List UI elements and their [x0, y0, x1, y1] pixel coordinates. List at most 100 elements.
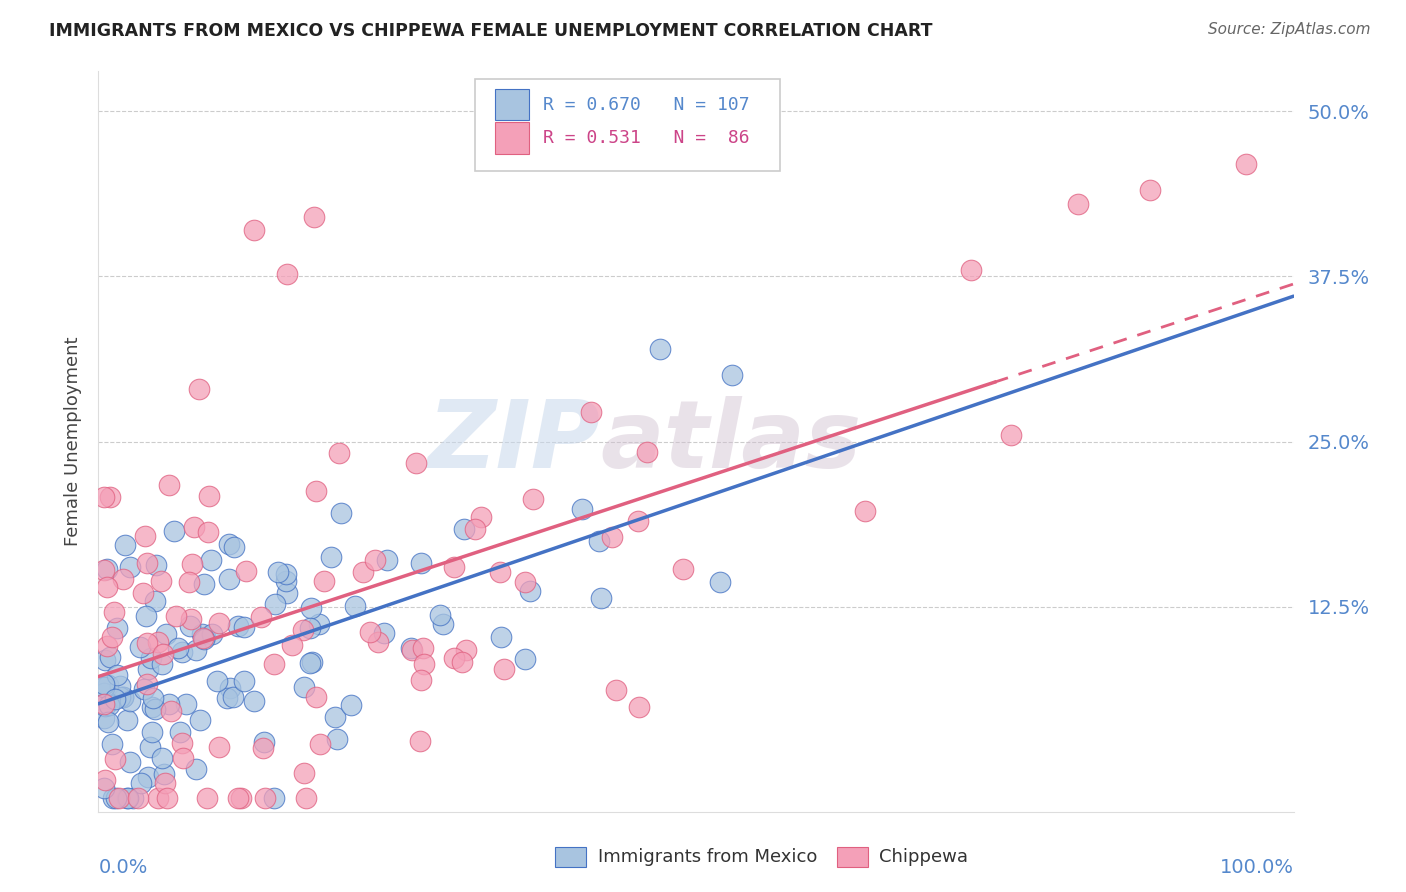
Point	[232, 674, 254, 689]
Point	[243, 223, 266, 237]
Point	[94, 698, 117, 713]
Point	[139, 740, 162, 755]
Point	[193, 632, 215, 646]
Point	[489, 631, 512, 645]
Point	[432, 617, 454, 632]
Point	[132, 681, 155, 696]
Point	[264, 597, 287, 611]
Point	[429, 607, 451, 622]
Point	[193, 576, 215, 591]
Point	[519, 584, 541, 599]
Point	[409, 734, 432, 748]
Point	[141, 725, 163, 739]
Point	[292, 765, 315, 780]
Point	[299, 601, 322, 615]
Point	[367, 634, 389, 648]
Point	[298, 621, 321, 635]
Point	[470, 509, 492, 524]
Bar	[495, 89, 529, 120]
Point	[100, 737, 122, 751]
Point	[146, 635, 169, 649]
Point	[235, 564, 257, 578]
Point	[302, 210, 325, 224]
Point	[93, 563, 115, 577]
Point	[328, 446, 350, 460]
Point	[150, 750, 173, 764]
Point	[960, 262, 983, 277]
Point	[571, 501, 593, 516]
Point	[141, 699, 163, 714]
Point	[93, 780, 115, 795]
Text: IMMIGRANTS FROM MEXICO VS CHIPPEWA FEMALE UNEMPLOYMENT CORRELATION CHART: IMMIGRANTS FROM MEXICO VS CHIPPEWA FEMAL…	[49, 22, 932, 40]
Point	[131, 776, 153, 790]
Point	[108, 679, 131, 693]
Bar	[495, 122, 529, 153]
Point	[93, 697, 115, 711]
Point	[274, 574, 297, 588]
Text: Source: ZipAtlas.com: Source: ZipAtlas.com	[1208, 22, 1371, 37]
Point	[359, 625, 381, 640]
Point	[325, 710, 347, 724]
Point	[187, 382, 209, 396]
Point	[183, 520, 205, 534]
Point	[93, 491, 115, 505]
Point	[135, 636, 157, 650]
Point	[120, 559, 142, 574]
Point	[96, 562, 118, 576]
Point	[252, 741, 274, 756]
Point	[453, 523, 475, 537]
Point	[281, 639, 304, 653]
Point	[254, 791, 277, 805]
Point	[515, 575, 537, 590]
Point	[319, 549, 342, 564]
Point	[412, 641, 434, 656]
Point	[117, 791, 139, 805]
Point	[340, 698, 363, 712]
Point	[276, 586, 298, 600]
Point	[221, 690, 243, 705]
Point	[112, 572, 135, 586]
Point	[170, 736, 193, 750]
Point	[98, 698, 121, 713]
Text: Immigrants from Mexico: Immigrants from Mexico	[598, 848, 817, 866]
Point	[494, 662, 516, 676]
Point	[522, 492, 544, 507]
Point	[153, 766, 176, 780]
Text: ZIP: ZIP	[427, 395, 600, 488]
Point	[169, 725, 191, 739]
Point	[111, 690, 134, 705]
Point	[343, 599, 366, 614]
Point	[155, 776, 177, 790]
Point	[263, 791, 285, 805]
Point	[98, 490, 121, 504]
Point	[111, 690, 134, 705]
Point	[1067, 196, 1090, 211]
Point	[108, 791, 131, 805]
Point	[401, 641, 423, 656]
Point	[180, 611, 202, 625]
Text: 100.0%: 100.0%	[1219, 858, 1294, 877]
Point	[292, 680, 315, 694]
Point	[308, 617, 330, 632]
Text: atlas: atlas	[600, 395, 862, 488]
Point	[93, 677, 115, 691]
Point	[97, 678, 120, 692]
Point	[1234, 157, 1257, 171]
Point	[96, 580, 118, 594]
Point	[409, 673, 432, 687]
Point	[721, 368, 744, 383]
Point	[93, 686, 115, 700]
Point	[589, 591, 612, 605]
Point	[108, 690, 131, 705]
Point	[208, 739, 231, 754]
Point	[253, 735, 276, 749]
Text: 0.0%: 0.0%	[98, 858, 148, 877]
Point	[605, 683, 627, 698]
Point	[155, 626, 177, 640]
Point	[103, 605, 125, 619]
Point	[200, 553, 222, 567]
Point	[218, 536, 240, 550]
Point	[114, 538, 136, 552]
Point	[853, 504, 876, 518]
Point	[94, 653, 117, 667]
